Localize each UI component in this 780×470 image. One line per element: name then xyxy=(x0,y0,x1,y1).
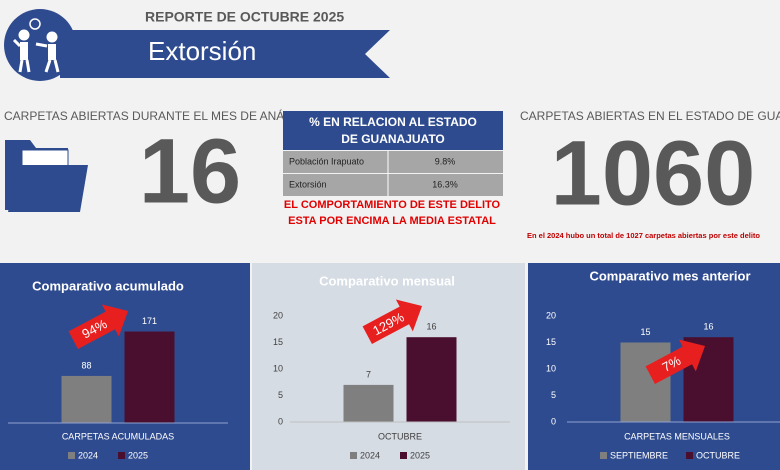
y-tick-label: 20 xyxy=(273,310,283,320)
kpi-label: CARPETAS ABIERTAS EN EL ESTADO DE GUANAJ… xyxy=(520,109,780,123)
table-cell: 9.8% xyxy=(435,156,456,166)
arrow-shape xyxy=(362,299,423,344)
annotation-arrow: 7% xyxy=(645,339,706,384)
chart-title: Comparativo acumulado xyxy=(32,278,184,293)
kpi-note: En el 2024 hubo un total de 1027 carpeta… xyxy=(527,231,760,240)
legend-label: 2025 xyxy=(128,450,148,460)
legend-swatch xyxy=(400,452,407,459)
bar xyxy=(343,384,394,422)
table-cell: Extorsión xyxy=(289,179,327,189)
legend-swatch xyxy=(600,452,607,459)
arrow-shape xyxy=(645,339,706,384)
icon-people xyxy=(12,18,60,73)
kpi-value: 1060 xyxy=(551,122,756,224)
y-tick-label: 15 xyxy=(273,337,283,347)
table-header-text: % EN RELACION AL ESTADO xyxy=(309,115,477,129)
legend-label: SEPTIEMBRE xyxy=(610,450,668,460)
page-title: Extorsión xyxy=(148,36,256,66)
table-header-text: DE GUANAJUATO xyxy=(341,132,445,146)
bar xyxy=(61,375,112,423)
legend-label: 2024 xyxy=(78,450,98,460)
legend-swatch xyxy=(350,452,357,459)
bar xyxy=(406,337,457,422)
data-label: 15 xyxy=(640,327,650,337)
legend-swatch xyxy=(68,452,75,459)
y-tick-label: 5 xyxy=(278,390,283,400)
table-row xyxy=(283,174,503,196)
folder-icon xyxy=(5,140,88,212)
y-tick-label: 10 xyxy=(273,363,283,373)
legend-label: 2025 xyxy=(410,450,430,460)
table-note: EL COMPORTAMIENTO DE ESTE DELITO xyxy=(284,199,501,211)
y-tick-label: 0 xyxy=(551,416,556,426)
y-tick-label: 15 xyxy=(546,337,556,347)
annotation-arrow: 129% xyxy=(362,299,423,344)
x-tick-label: CARPETAS MENSUALES xyxy=(624,431,730,441)
table-cell: Población Irapuato xyxy=(289,156,364,166)
chart-title: Comparativo mes anterior xyxy=(589,268,750,283)
title-banner xyxy=(60,30,390,78)
kpi-value: 16 xyxy=(139,120,241,222)
data-label: 88 xyxy=(81,360,91,370)
legend-swatch xyxy=(686,452,693,459)
bar xyxy=(620,342,671,422)
y-tick-label: 0 xyxy=(278,416,283,426)
x-tick-label: OCTUBRE xyxy=(378,431,422,441)
y-tick-label: 10 xyxy=(546,363,556,373)
table-row xyxy=(283,151,503,173)
legend-swatch xyxy=(118,452,125,459)
data-label: 7 xyxy=(366,369,371,379)
data-label: 16 xyxy=(426,322,436,332)
arrow-shape xyxy=(68,304,129,349)
bar xyxy=(124,331,175,423)
data-label: 171 xyxy=(142,316,157,326)
table-header xyxy=(283,111,503,150)
report-label: REPORTE DE OCTUBRE 2025 xyxy=(145,9,344,25)
legend-label: OCTUBRE xyxy=(696,450,740,460)
chart-panel xyxy=(252,263,525,470)
table-note: ESTA POR ENCIMA LA MEDIA ESTATAL xyxy=(288,215,496,227)
chart-title: Comparativo mensual xyxy=(319,273,455,288)
y-tick-label: 20 xyxy=(546,310,556,320)
kpi-label: CARPETAS ABIERTAS DURANTE EL MES DE ANÁL… xyxy=(4,108,314,123)
data-label: 16 xyxy=(703,322,713,332)
y-tick-label: 5 xyxy=(551,390,556,400)
table-cell: 16.3% xyxy=(432,179,458,189)
x-tick-label: CARPETAS ACUMULADAS xyxy=(62,431,174,441)
legend-label: 2024 xyxy=(360,450,380,460)
